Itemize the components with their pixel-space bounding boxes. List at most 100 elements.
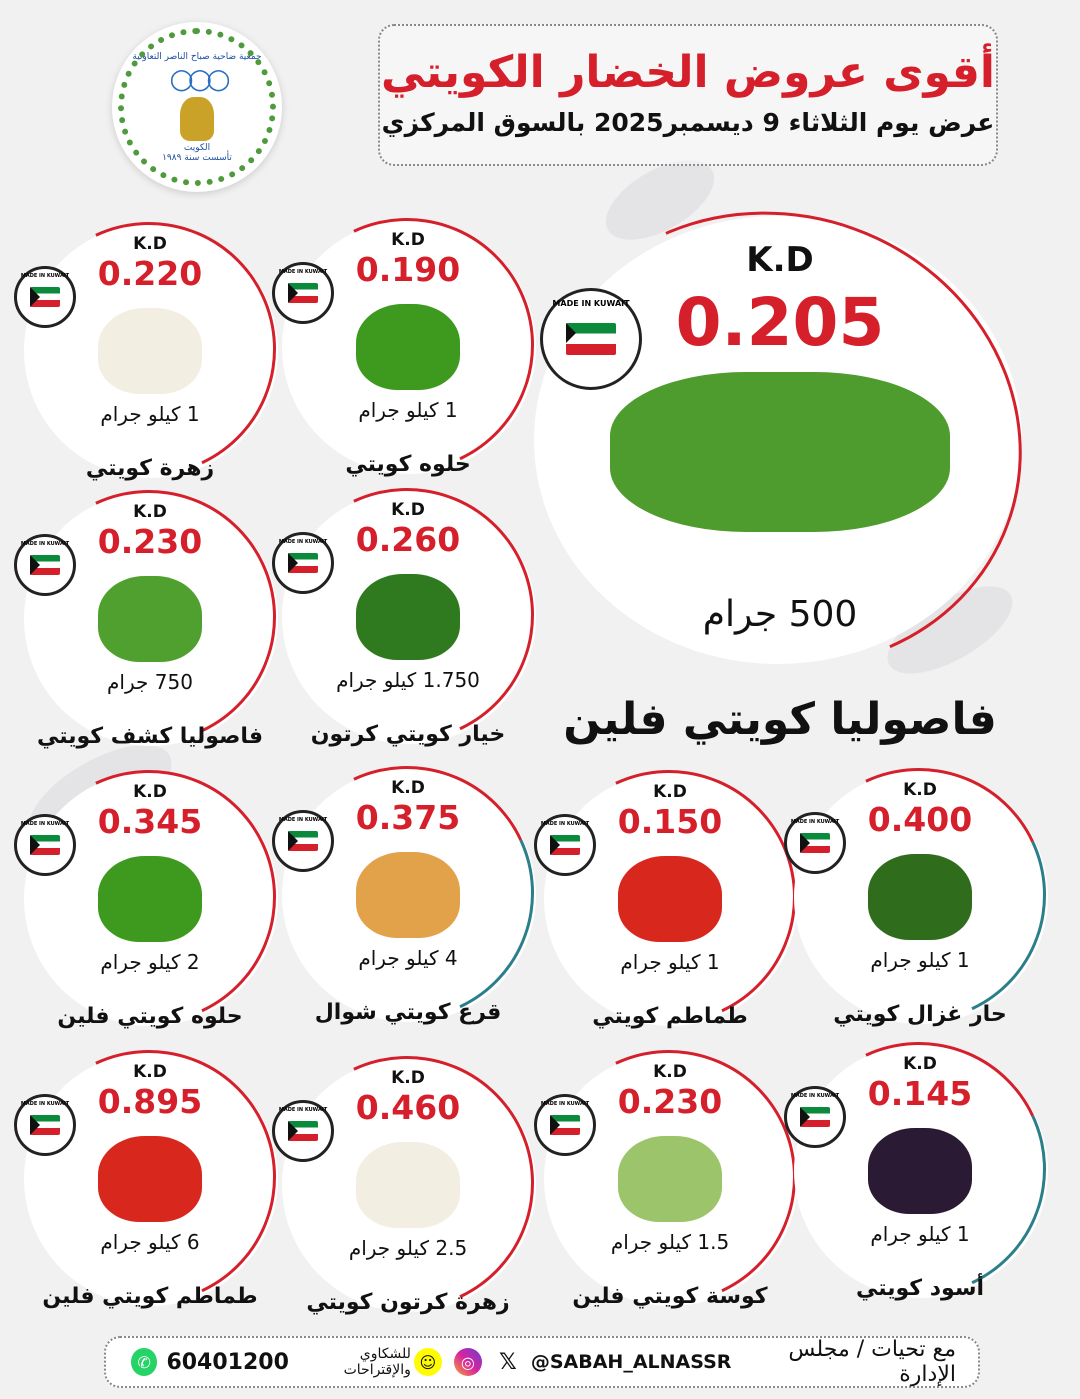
made-in-kuwait-badge: MADE IN KUWAIT: [534, 1094, 596, 1156]
currency-label: K.D: [133, 502, 167, 522]
footer-thanks: مع تحيات / مجلس الإدارة: [788, 1337, 956, 1387]
product-weight: 2.5 كيلو جرام: [348, 1236, 468, 1260]
kuwait-flag-icon: [288, 553, 318, 573]
product-price: 0.190: [355, 250, 461, 289]
product-name: حلوه كويتي فلين: [57, 1004, 243, 1029]
product-price: 0.460: [355, 1088, 461, 1127]
product-name: طماطم كويتي فلين: [42, 1284, 258, 1309]
product-card: MADE IN KUWAIT K.D 0.460 2.5 كيلو جرام ز…: [244, 1020, 570, 1364]
whatsapp-icon[interactable]: ✆: [131, 1348, 158, 1376]
kuwait-flag-icon: [800, 1107, 830, 1127]
product-weight: 1 كيلو جرام: [870, 1222, 970, 1246]
product-image: [98, 1136, 202, 1222]
badge-text: MADE IN KUWAIT: [20, 821, 70, 827]
badge-text: MADE IN KUWAIT: [278, 1107, 328, 1113]
snapchat-icon[interactable]: ☺: [413, 1348, 442, 1376]
made-in-kuwait-badge: MADE IN KUWAIT: [272, 532, 334, 594]
product-image: [98, 576, 202, 662]
footer-bar: مع تحيات / مجلس الإدارة @SABAH_ALNASSR 𝕏…: [104, 1336, 980, 1388]
made-in-kuwait-badge: MADE IN KUWAIT: [14, 266, 76, 328]
wreath-icon: [118, 28, 276, 186]
product-image: [98, 856, 202, 942]
featured-product-name: فاصوليا كويتي فلين: [563, 694, 997, 745]
product-card: MADE IN KUWAIT K.D 0.220 1 كيلو جرام زهر…: [0, 186, 312, 530]
instagram-icon[interactable]: ◎: [453, 1348, 482, 1376]
product-name: زهرة كويتي: [85, 456, 215, 481]
product-name: فاصوليا كشف كويتي: [36, 724, 263, 749]
currency-label: K.D: [391, 500, 425, 520]
badge-text: MADE IN KUWAIT: [540, 1101, 590, 1107]
kuwait-flag-icon: [30, 555, 60, 575]
product-image: [356, 574, 460, 660]
currency-label: K.D: [903, 780, 937, 800]
product-weight: 1 كيلو جرام: [870, 948, 970, 972]
phone-number[interactable]: 60401200: [166, 1349, 289, 1375]
product-price: 0.230: [97, 522, 203, 561]
kuwait-flag-icon: [30, 287, 60, 307]
currency-label: K.D: [653, 1062, 687, 1082]
kuwait-flag-icon: [550, 835, 580, 855]
product-card: MADE IN KUWAIT K.D 0.895 6 كيلو جرام طما…: [0, 1014, 312, 1358]
product-name: قرع كويتي شوال: [314, 1000, 502, 1025]
currency-label: K.D: [391, 778, 425, 798]
product-card: MADE IN KUWAIT K.D 0.260 1.750 كيلو جرام…: [244, 452, 570, 796]
product-card: MADE IN KUWAIT K.D 0.375 4 كيلو جرام قرع…: [244, 730, 570, 1074]
badge-text: MADE IN KUWAIT: [20, 1101, 70, 1107]
badge-text: MADE IN KUWAIT: [540, 821, 590, 827]
product-price: 0.400: [867, 800, 973, 839]
product-image: [868, 854, 972, 940]
product-weight: 6 كيلو جرام: [100, 1230, 200, 1254]
product-card: MADE IN KUWAIT K.D 0.230 1.5 كيلو جرام ك…: [506, 1014, 832, 1358]
product-price: 0.895: [97, 1082, 203, 1121]
kuwait-flag-icon: [550, 1115, 580, 1135]
made-in-kuwait-badge: MADE IN KUWAIT: [784, 1086, 846, 1148]
product-weight: 1.5 كيلو جرام: [610, 1230, 730, 1254]
product-price: 0.230: [617, 1082, 723, 1121]
made-in-kuwait-badge: MADE IN KUWAIT: [534, 814, 596, 876]
kuwait-flag-icon: [288, 1121, 318, 1141]
currency-label: K.D: [391, 1068, 425, 1088]
currency-label: K.D: [903, 1054, 937, 1074]
made-in-kuwait-badge: MADE IN KUWAIT: [272, 1100, 334, 1162]
currency-label: K.D: [653, 782, 687, 802]
made-in-kuwait-badge: MADE IN KUWAIT: [14, 1094, 76, 1156]
currency-label: K.D: [133, 782, 167, 802]
currency-label: K.D: [391, 230, 425, 250]
offer-date: عرض يوم الثلاثاء 9 ديسمبر2025 بالسوق الم…: [381, 108, 995, 137]
product-weight: 1 كيلو جرام: [620, 950, 720, 974]
product-image: [618, 856, 722, 942]
kuwait-flag-icon: [30, 835, 60, 855]
badge-text: MADE IN KUWAIT: [20, 541, 70, 547]
currency-label: K.D: [133, 234, 167, 254]
badge-text: MADE IN KUWAIT: [278, 817, 328, 823]
product-price: 0.205: [675, 284, 885, 361]
product-image: [868, 1128, 972, 1214]
badge-text: MADE IN KUWAIT: [278, 539, 328, 545]
product-price: 0.260: [355, 520, 461, 559]
product-price: 0.345: [97, 802, 203, 841]
product-name: زهرة كرتون كويتي: [306, 1290, 510, 1315]
product-image: [356, 1142, 460, 1228]
product-name: كوسة كويتي فلين: [572, 1284, 768, 1309]
product-price: 0.150: [617, 802, 723, 841]
product-weight: 1.750 كيلو جرام: [336, 668, 480, 692]
x-icon[interactable]: 𝕏: [499, 1349, 517, 1375]
offer-header: أقوى عروض الخضار الكويتي عرض يوم الثلاثا…: [378, 24, 998, 166]
social-handle[interactable]: @SABAH_ALNASSR: [530, 1351, 732, 1373]
cooperative-logo: جمعية ضاحية صباح الناصر التعاونية ○○○ ال…: [112, 22, 282, 192]
made-in-kuwait-badge: MADE IN KUWAIT: [272, 262, 334, 324]
product-price: 0.145: [867, 1074, 973, 1113]
made-in-kuwait-badge: MADE IN KUWAIT: [14, 814, 76, 876]
product-price: 0.220: [97, 254, 203, 293]
currency-label: K.D: [746, 240, 814, 280]
product-name: أسود كويتي: [855, 1276, 984, 1301]
product-name: طماطم كويتي: [592, 1004, 748, 1029]
product-card: MADE IN KUWAIT K.D 0.400 1 كيلو جرام حار…: [756, 732, 1080, 1076]
kuwait-flag-icon: [288, 283, 318, 303]
kuwait-flag-icon: [800, 833, 830, 853]
kuwait-flag-icon: [288, 831, 318, 851]
currency-label: K.D: [133, 1062, 167, 1082]
product-image: [618, 1136, 722, 1222]
product-weight: 2 كيلو جرام: [100, 950, 200, 974]
product-weight: 500 جرام: [702, 594, 858, 635]
